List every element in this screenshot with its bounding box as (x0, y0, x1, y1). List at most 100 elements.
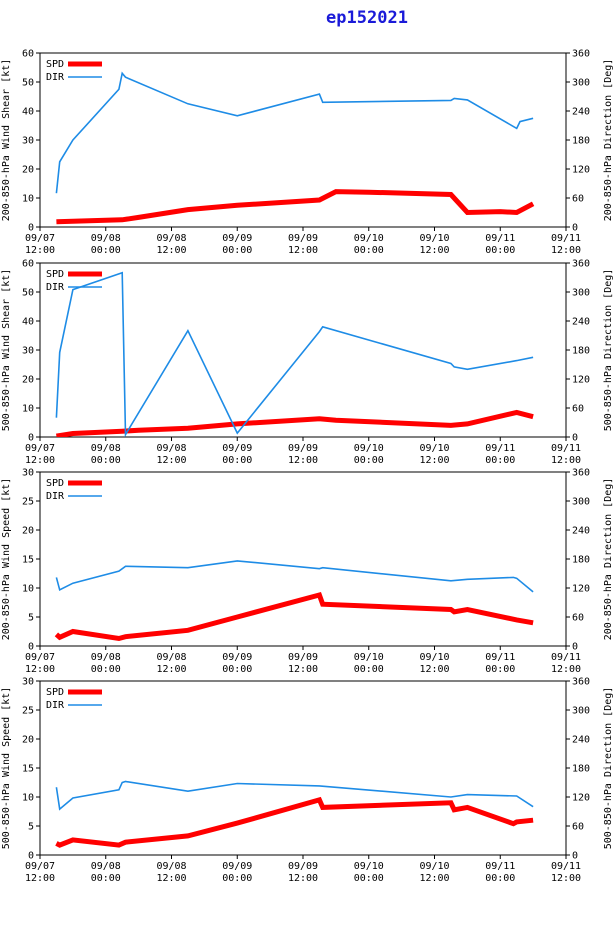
y-tick-label-left: 30 (22, 136, 34, 147)
x-tick-label-time: 00:00 (354, 245, 384, 256)
y-axis-label-right: 200-850-hPa Direction [Deg] (603, 59, 614, 222)
x-tick-label: 09/07 (25, 861, 55, 872)
x-tick-label: 09/09 (288, 233, 318, 244)
y-tick-label-left: 10 (22, 404, 34, 415)
y-tick-label-right: 240 (572, 735, 590, 746)
chart-panel-1: 010203040506006012018024030036009/0712:0… (1, 49, 614, 257)
x-tick-label: 09/10 (419, 861, 449, 872)
y-tick-label-right: 180 (572, 136, 590, 147)
x-tick-label: 09/08 (91, 652, 121, 663)
x-tick-label: 09/11 (485, 861, 515, 872)
x-tick-label-time: 12:00 (25, 455, 55, 466)
legend-label-spd: SPD (46, 269, 64, 280)
x-tick-label-time: 00:00 (91, 245, 121, 256)
y-tick-label-right: 180 (572, 764, 590, 775)
y-tick-label-right: 300 (572, 288, 590, 299)
x-tick-label-time: 00:00 (354, 664, 384, 675)
x-tick-label-time: 12:00 (419, 455, 449, 466)
legend-label-spd: SPD (46, 59, 64, 70)
x-tick-label-time: 00:00 (222, 664, 252, 675)
series-line-spd (55, 796, 534, 848)
plot-frame (39, 262, 567, 438)
series-line-spd (54, 591, 534, 642)
y-tick-label-left: 25 (22, 706, 34, 717)
x-tick-label-time: 12:00 (156, 245, 186, 256)
y-tick-label-left: 60 (22, 259, 34, 270)
y-tick-label-left: 0 (28, 433, 34, 444)
y-tick-label-left: 5 (28, 613, 34, 624)
x-tick-label-time: 12:00 (551, 664, 581, 675)
y-axis-label-right: 500-850-hPa Direction [Deg] (603, 269, 614, 432)
y-tick-label-right: 120 (572, 793, 590, 804)
x-tick-label-time: 12:00 (156, 455, 186, 466)
series-line-dir (55, 71, 534, 194)
y-tick-label-left: 20 (22, 375, 34, 386)
y-tick-label-right: 120 (572, 375, 590, 386)
y-tick-label-left: 40 (22, 317, 34, 328)
y-tick-label-right: 300 (572, 78, 590, 89)
x-tick-label-time: 00:00 (485, 455, 515, 466)
x-tick-label: 09/09 (222, 443, 252, 454)
y-tick-label-left: 5 (28, 822, 34, 833)
x-tick-label-time: 00:00 (354, 455, 384, 466)
x-tick-label: 09/10 (419, 443, 449, 454)
x-tick-label-time: 00:00 (485, 873, 515, 884)
x-tick-label: 09/10 (354, 861, 384, 872)
y-tick-label-left: 15 (22, 764, 34, 775)
y-tick-label-right: 180 (572, 346, 590, 357)
x-tick-label: 09/10 (354, 233, 384, 244)
y-tick-label-right: 0 (572, 223, 578, 234)
x-tick-label-time: 12:00 (288, 245, 318, 256)
y-tick-label-left: 20 (22, 526, 34, 537)
y-tick-label-left: 10 (22, 584, 34, 595)
y-tick-label-right: 360 (572, 259, 590, 270)
x-tick-label: 09/07 (25, 652, 55, 663)
x-tick-label: 09/10 (419, 233, 449, 244)
y-tick-label-right: 360 (572, 677, 590, 688)
x-tick-label-time: 00:00 (222, 455, 252, 466)
y-tick-label-right: 60 (572, 194, 584, 205)
x-tick-label-time: 12:00 (419, 245, 449, 256)
legend-label-spd: SPD (46, 687, 64, 698)
x-tick-label-time: 00:00 (91, 873, 121, 884)
x-tick-label-time: 00:00 (91, 664, 121, 675)
y-tick-label-right: 240 (572, 317, 590, 328)
y-tick-label-left: 20 (22, 165, 34, 176)
x-tick-label: 09/09 (222, 652, 252, 663)
y-tick-label-left: 50 (22, 288, 34, 299)
y-tick-label-left: 60 (22, 49, 34, 60)
x-tick-label: 09/10 (354, 652, 384, 663)
legend-label-dir: DIR (46, 72, 65, 83)
y-tick-label-right: 300 (572, 497, 590, 508)
y-tick-label-right: 120 (572, 584, 590, 595)
y-tick-label-right: 0 (572, 851, 578, 862)
y-axis-label-left: 500-850-hPa Wind Shear [kt] (1, 269, 12, 432)
series-line-spd (56, 189, 535, 225)
x-tick-label: 09/11 (551, 861, 581, 872)
y-tick-label-right: 0 (572, 433, 578, 444)
x-tick-label: 09/11 (485, 443, 515, 454)
x-tick-label-time: 12:00 (551, 873, 581, 884)
y-tick-label-left: 0 (28, 851, 34, 862)
x-tick-label: 09/09 (288, 861, 318, 872)
x-tick-label: 09/09 (288, 652, 318, 663)
y-tick-label-left: 25 (22, 497, 34, 508)
legend-label-dir: DIR (46, 700, 65, 711)
x-tick-label-time: 12:00 (551, 245, 581, 256)
y-axis-label-left: 500-850-hPa Wind Speed [kt] (1, 687, 12, 850)
x-tick-label: 09/09 (288, 443, 318, 454)
legend-label-dir: DIR (46, 491, 65, 502)
y-axis-label-right: 500-850-hPa Direction [Deg] (603, 687, 614, 850)
x-tick-label-time: 00:00 (354, 873, 384, 884)
y-tick-label-right: 60 (572, 613, 584, 624)
plot-frame (39, 680, 567, 856)
y-tick-label-right: 0 (572, 642, 578, 653)
y-tick-label-left: 0 (28, 223, 34, 234)
x-tick-label-time: 12:00 (288, 664, 318, 675)
y-tick-label-right: 240 (572, 526, 590, 537)
y-tick-label-left: 50 (22, 78, 34, 89)
y-tick-label-left: 30 (22, 677, 34, 688)
series-line-dir (55, 780, 534, 811)
x-tick-label: 09/08 (156, 861, 186, 872)
y-tick-label-right: 360 (572, 49, 590, 60)
